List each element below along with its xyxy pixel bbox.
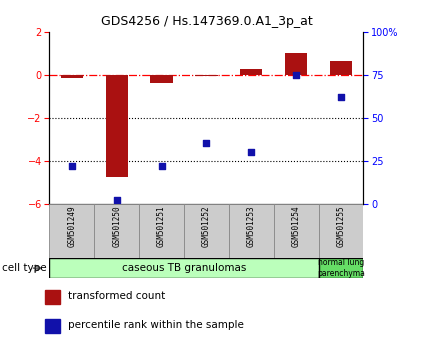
- Bar: [49, 204, 94, 258]
- Text: transformed count: transformed count: [68, 291, 165, 301]
- Point: [68, 163, 75, 169]
- Bar: [273, 204, 319, 258]
- Text: GSM501250: GSM501250: [112, 205, 121, 247]
- Bar: [94, 204, 139, 258]
- Point: [248, 149, 255, 155]
- Point: [293, 72, 300, 78]
- Bar: [240, 69, 262, 75]
- Bar: [195, 75, 218, 76]
- Text: GSM501249: GSM501249: [68, 205, 77, 247]
- Bar: [139, 204, 184, 258]
- Title: GDS4256 / Hs.147369.0.A1_3p_at: GDS4256 / Hs.147369.0.A1_3p_at: [101, 15, 312, 28]
- Bar: [330, 61, 352, 75]
- Text: GSM501254: GSM501254: [292, 205, 301, 247]
- Text: cell type: cell type: [3, 263, 47, 273]
- Bar: [229, 204, 273, 258]
- Bar: [49, 258, 319, 278]
- Bar: [45, 319, 60, 332]
- Bar: [319, 204, 363, 258]
- Bar: [285, 53, 307, 75]
- Bar: [105, 75, 128, 177]
- Point: [338, 94, 344, 100]
- Bar: [184, 204, 229, 258]
- Text: GSM501255: GSM501255: [336, 205, 345, 247]
- Bar: [45, 290, 60, 304]
- Text: GSM501253: GSM501253: [247, 205, 256, 247]
- Text: percentile rank within the sample: percentile rank within the sample: [68, 320, 244, 330]
- Point: [158, 163, 165, 169]
- Text: normal lung
parenchyma: normal lung parenchyma: [317, 258, 365, 278]
- Point: [113, 197, 120, 203]
- Text: GSM501252: GSM501252: [202, 205, 211, 247]
- Bar: [319, 258, 363, 278]
- Point: [203, 141, 210, 146]
- Bar: [61, 75, 83, 78]
- Text: GSM501251: GSM501251: [157, 205, 166, 247]
- Bar: [150, 75, 173, 84]
- Text: caseous TB granulomas: caseous TB granulomas: [122, 263, 246, 273]
